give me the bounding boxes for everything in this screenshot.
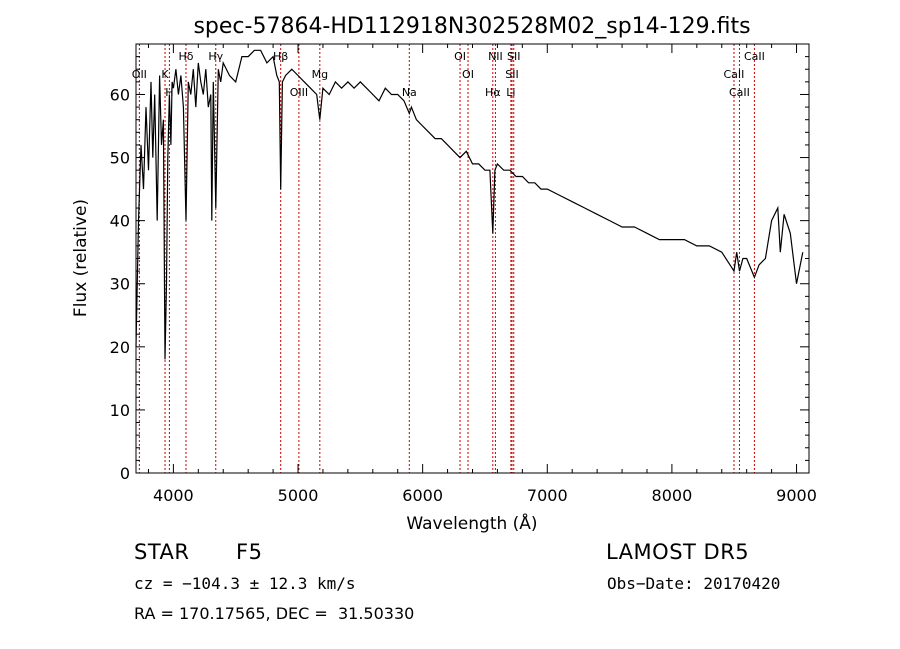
y-tick-label: 20 bbox=[110, 338, 130, 357]
y-axis-label: Flux (relative) bbox=[71, 199, 91, 317]
x-tick-label: 6000 bbox=[402, 486, 443, 505]
chart-title: spec-57864-HD112918N302528M02_sp14-129.f… bbox=[193, 14, 750, 39]
y-axis: 0 10 20 30 40 50 60 bbox=[110, 56, 809, 483]
x-tick-label: 8000 bbox=[652, 486, 693, 505]
x-tick-label: 4000 bbox=[153, 486, 194, 505]
spectral-line-label: SII bbox=[505, 68, 518, 81]
spectral-line-label: Hδ bbox=[178, 50, 193, 63]
spectral-line-label: Hα bbox=[485, 86, 501, 99]
x-tick-label: 7000 bbox=[527, 486, 568, 505]
x-tick-label: 5000 bbox=[278, 486, 319, 505]
spectral-line-label: Li bbox=[506, 86, 515, 99]
redshift-velocity: cz = −104.3 ± 12.3 km/s bbox=[134, 574, 356, 593]
coordinates: RA = 170.17565, DEC = 31.50330 bbox=[134, 604, 415, 623]
x-tick-label: 9000 bbox=[776, 486, 817, 505]
spectral-line-label: Mg bbox=[312, 68, 328, 81]
spectral-line-markers bbox=[138, 44, 755, 473]
spectral-line-label: CaII bbox=[729, 86, 750, 99]
x-axis-label: Wavelength (Å) bbox=[406, 512, 537, 534]
y-tick-label: 50 bbox=[110, 149, 130, 168]
spectral-line-label: OII bbox=[132, 68, 147, 81]
spectral-line-label: OI bbox=[462, 68, 474, 81]
spectral-line-label: OIII bbox=[290, 86, 308, 99]
spectral-line-label: K bbox=[161, 68, 169, 81]
spectral-line-label: CaII bbox=[724, 68, 745, 81]
observation-date: Obs−Date: 20170420 bbox=[607, 574, 781, 593]
spectral-line-label: CaII bbox=[744, 50, 765, 63]
x-axis: 4000 5000 6000 7000 8000 9000 bbox=[147, 44, 817, 505]
spectral-line-label: NII bbox=[488, 50, 503, 63]
y-tick-label: 60 bbox=[110, 85, 130, 104]
spectral-line-label: Na bbox=[402, 86, 417, 99]
y-tick-label: 30 bbox=[110, 275, 130, 294]
spectral-line-label: H bbox=[165, 86, 173, 99]
spectral-line-label: Hβ bbox=[273, 50, 288, 63]
spectral-line-labels: HδKHHγOIIOIIIHβMgNaOIOIHαNIISIILiSIICaII… bbox=[132, 50, 765, 99]
spectrum-line bbox=[135, 49, 804, 360]
spectral-line-label: SII bbox=[507, 50, 520, 63]
object-subclass: F5 bbox=[236, 540, 263, 564]
y-tick-label: 40 bbox=[110, 212, 130, 231]
object-class: STAR bbox=[134, 540, 190, 564]
spectral-line-label: Hγ bbox=[208, 50, 223, 63]
y-tick-label: 0 bbox=[120, 464, 130, 483]
survey-name: LAMOST DR5 bbox=[606, 540, 750, 564]
plot-frame bbox=[135, 43, 810, 474]
y-tick-label: 10 bbox=[110, 401, 130, 420]
spectral-line-label: OI bbox=[454, 50, 466, 63]
